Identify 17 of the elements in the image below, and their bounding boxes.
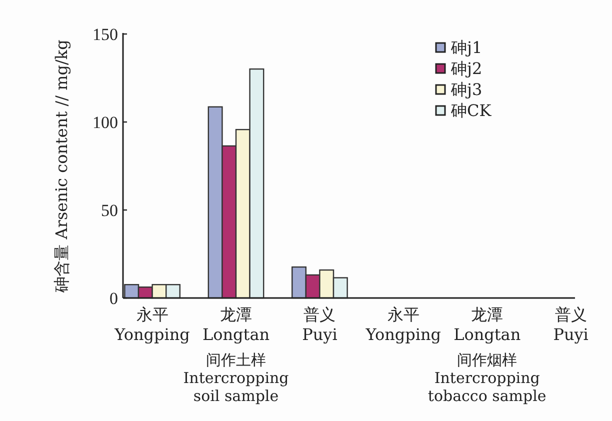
- legend-label: 砷j2: [450, 59, 482, 78]
- x-tick-label: 永平 Yongping: [364, 305, 442, 344]
- legend-label: 砷j3: [450, 80, 482, 99]
- x-tick-label: 普义 Puyi: [553, 305, 588, 344]
- y-tick-label: 150: [92, 25, 118, 44]
- text: 间作土样 Intercropping soil sample: [183, 351, 290, 405]
- text: 间作烟样 Intercropping tobacco sample: [428, 351, 546, 405]
- x-tick-label: 普义 Puyi: [302, 305, 338, 344]
- y-tick-label: 50: [101, 201, 118, 220]
- legend-label: 砷CK: [450, 101, 492, 120]
- x-tick-label: 永平 Yongping: [114, 305, 190, 344]
- x-tick-label: 龙潭 Longtan: [454, 305, 521, 344]
- y-axis-title: 砷含量 Arsenic content // mg/kg: [52, 40, 71, 294]
- x-tick-label: 龙潭 Longtan: [202, 305, 270, 344]
- y-tick-label: 0: [110, 289, 118, 308]
- legend-label: 砷j1: [450, 38, 482, 57]
- y-tick-label: 100: [92, 113, 118, 132]
